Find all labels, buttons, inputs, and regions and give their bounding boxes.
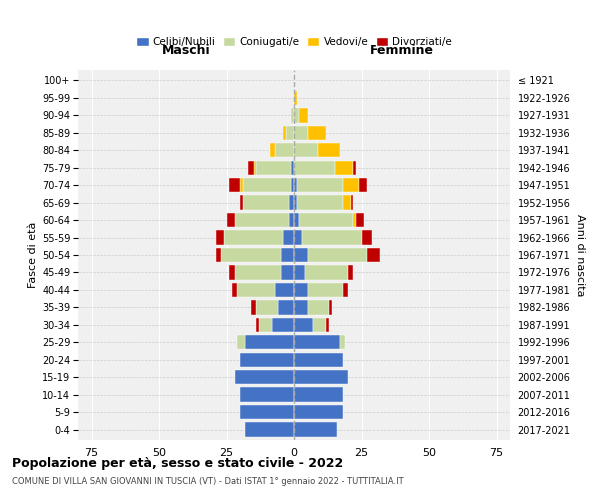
Bar xyxy=(281,248,294,262)
Bar xyxy=(256,160,292,175)
Bar xyxy=(240,388,294,402)
Bar xyxy=(350,196,353,210)
Bar xyxy=(254,160,256,175)
Text: Popolazione per età, sesso e stato civile - 2022: Popolazione per età, sesso e stato civil… xyxy=(12,458,343,470)
Bar xyxy=(294,335,340,349)
Bar xyxy=(283,126,286,140)
Bar xyxy=(240,196,242,210)
Bar xyxy=(286,126,294,140)
Bar xyxy=(294,230,302,244)
Bar xyxy=(294,143,319,158)
Bar xyxy=(294,388,343,402)
Bar xyxy=(296,196,343,210)
Bar xyxy=(229,266,235,280)
Bar xyxy=(308,248,367,262)
Bar xyxy=(294,160,335,175)
Bar xyxy=(243,196,289,210)
Bar xyxy=(299,108,308,122)
Bar xyxy=(270,143,275,158)
Bar xyxy=(294,352,343,367)
Bar xyxy=(319,143,340,158)
Bar xyxy=(275,143,294,158)
Bar xyxy=(294,248,308,262)
Bar xyxy=(294,422,337,436)
Bar xyxy=(240,178,242,192)
Bar xyxy=(289,196,294,210)
Bar xyxy=(215,248,221,262)
Text: COMUNE DI VILLA SAN GIOVANNI IN TUSCIA (VT) - Dati ISTAT 1° gennaio 2022 - TUTTI: COMUNE DI VILLA SAN GIOVANNI IN TUSCIA (… xyxy=(12,478,404,486)
Bar xyxy=(238,335,245,349)
Bar xyxy=(289,213,294,227)
Bar xyxy=(221,248,281,262)
Bar xyxy=(335,160,353,175)
Bar xyxy=(232,283,238,297)
Bar xyxy=(240,352,294,367)
Bar xyxy=(242,178,292,192)
Bar xyxy=(294,266,305,280)
Bar xyxy=(326,318,329,332)
Bar xyxy=(292,178,294,192)
Y-axis label: Fasce di età: Fasce di età xyxy=(28,222,38,288)
Bar xyxy=(283,230,294,244)
Text: Maschi: Maschi xyxy=(161,44,211,57)
Bar xyxy=(245,422,294,436)
Bar xyxy=(294,196,296,210)
Bar xyxy=(308,126,326,140)
Bar xyxy=(259,318,272,332)
Bar xyxy=(216,230,224,244)
Bar xyxy=(294,108,299,122)
Bar xyxy=(292,108,294,122)
Bar xyxy=(251,300,256,314)
Bar xyxy=(235,370,294,384)
Bar xyxy=(256,318,259,332)
Bar xyxy=(294,318,313,332)
Bar xyxy=(229,178,240,192)
Legend: Celibi/Nubili, Coniugati/e, Vedovi/e, Divorziati/e: Celibi/Nubili, Coniugati/e, Vedovi/e, Di… xyxy=(134,34,454,49)
Bar xyxy=(227,213,235,227)
Bar xyxy=(240,405,294,419)
Bar xyxy=(294,370,348,384)
Bar xyxy=(343,283,348,297)
Bar xyxy=(367,248,380,262)
Bar xyxy=(343,178,359,192)
Bar xyxy=(299,213,353,227)
Bar xyxy=(302,230,362,244)
Bar xyxy=(329,300,332,314)
Bar xyxy=(305,266,348,280)
Bar xyxy=(292,160,294,175)
Bar xyxy=(248,160,254,175)
Y-axis label: Anni di nascita: Anni di nascita xyxy=(575,214,585,296)
Bar xyxy=(308,300,329,314)
Text: Femmine: Femmine xyxy=(370,44,434,57)
Bar xyxy=(238,283,275,297)
Bar xyxy=(294,91,296,105)
Bar xyxy=(308,283,343,297)
Bar xyxy=(278,300,294,314)
Bar xyxy=(245,335,294,349)
Bar xyxy=(296,178,343,192)
Bar xyxy=(281,266,294,280)
Bar xyxy=(361,230,372,244)
Bar xyxy=(235,266,281,280)
Bar xyxy=(235,213,289,227)
Bar xyxy=(340,335,346,349)
Bar xyxy=(343,196,351,210)
Bar xyxy=(294,126,308,140)
Bar xyxy=(356,213,364,227)
Bar xyxy=(353,160,356,175)
Bar xyxy=(272,318,294,332)
Bar xyxy=(313,318,326,332)
Bar xyxy=(294,283,308,297)
Bar xyxy=(359,178,367,192)
Bar xyxy=(353,213,356,227)
Bar xyxy=(294,405,343,419)
Bar xyxy=(224,230,283,244)
Bar xyxy=(348,266,353,280)
Bar xyxy=(294,178,296,192)
Bar xyxy=(256,300,278,314)
Bar xyxy=(294,300,308,314)
Bar xyxy=(275,283,294,297)
Bar xyxy=(294,213,299,227)
